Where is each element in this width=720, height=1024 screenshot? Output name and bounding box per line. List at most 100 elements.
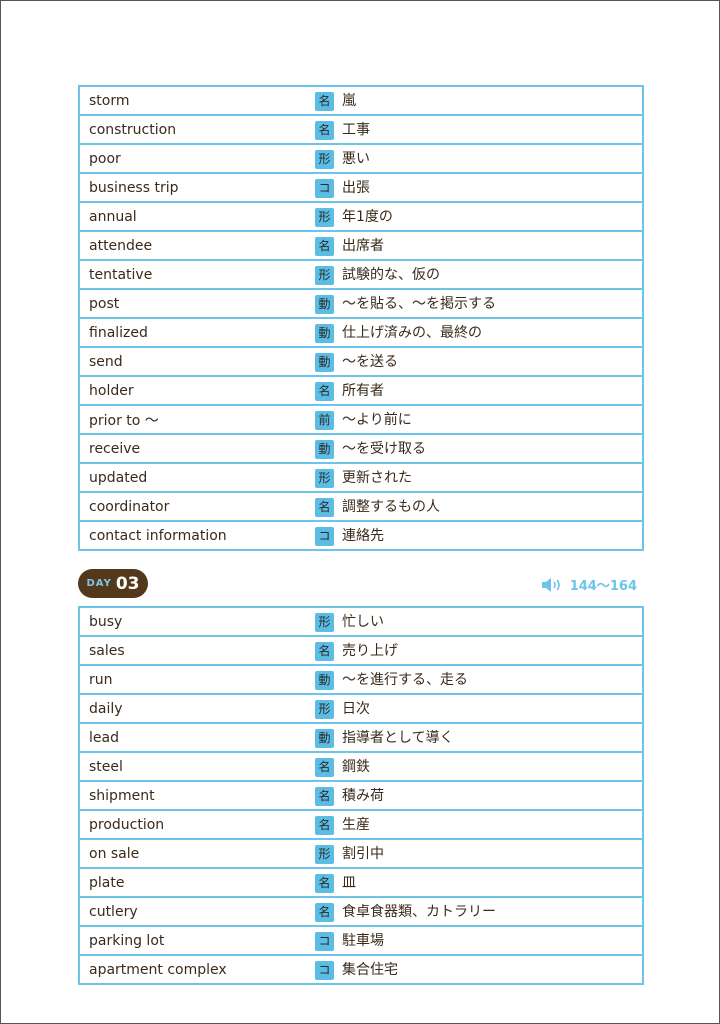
japanese-meaning: ～を送る (342, 354, 398, 371)
japanese-meaning: 皿 (342, 875, 356, 892)
japanese-meaning-cell: 動 ～を貼る、～を掲示する (305, 288, 643, 318)
japanese-meaning: 鋼鉄 (342, 759, 370, 776)
japanese-meaning-cell: 前 ～より前に (305, 404, 643, 434)
english-word: receive (79, 433, 305, 463)
speaker-icon (541, 577, 560, 592)
japanese-meaning: 更新された (342, 470, 412, 487)
japanese-meaning: 調整するもの人 (342, 499, 440, 516)
vocab-row: cutlery 名食卓食器類、カトラリー (79, 896, 643, 926)
vocab-row: run 動 ～を進行する、走る (79, 664, 643, 694)
japanese-meaning-cell: 名売り上げ (305, 635, 643, 665)
japanese-meaning-cell: 名積み荷 (305, 780, 643, 810)
japanese-meaning-cell: 動 ～を進行する、走る (305, 664, 643, 694)
japanese-meaning: 年1度の (342, 209, 393, 226)
japanese-meaning: 駐車場 (342, 933, 384, 950)
vocab-row: production 名生産 (79, 809, 643, 839)
japanese-meaning-cell: 名所有者 (305, 375, 643, 405)
english-word: steel (79, 751, 305, 781)
english-word: run (79, 664, 305, 694)
japanese-meaning-cell: 形更新された (305, 462, 643, 492)
japanese-meaning-cell: 名鋼鉄 (305, 751, 643, 781)
english-word: daily (79, 693, 305, 723)
japanese-meaning-cell: 名出席者 (305, 230, 643, 260)
english-word: construction (79, 114, 305, 144)
part-of-speech-badge: 名 (315, 641, 334, 661)
part-of-speech-badge: 動 (315, 323, 334, 343)
english-word: tentative (79, 259, 305, 289)
english-word: lead (79, 722, 305, 752)
part-of-speech-badge: 動 (315, 670, 334, 690)
vocab-row: shipment 名積み荷 (79, 780, 643, 810)
japanese-meaning: 集合住宅 (342, 962, 398, 979)
japanese-meaning-cell: 名食卓食器類、カトラリー (305, 896, 643, 926)
japanese-meaning-cell: 名生産 (305, 809, 643, 839)
english-word: plate (79, 867, 305, 897)
japanese-meaning-cell: 形日次 (305, 693, 643, 723)
english-word: contact information (79, 520, 305, 550)
day-label: DAY (86, 578, 112, 589)
vocab-row: business trip コ出張 (79, 172, 643, 202)
vocab-table-1: storm 名嵐 construction 名工事 poor 形悪い business… (78, 85, 644, 551)
english-word: send (79, 346, 305, 376)
japanese-meaning-cell: 形悪い (305, 143, 643, 173)
japanese-meaning: 仕上げ済みの、最終の (342, 325, 482, 342)
english-word: sales (79, 635, 305, 665)
vocab-row: tentative 形試験的な、仮の (79, 259, 643, 289)
part-of-speech-badge: コ (315, 178, 334, 198)
part-of-speech-badge: コ (315, 526, 334, 546)
japanese-meaning: 積み荷 (342, 788, 384, 805)
english-word: shipment (79, 780, 305, 810)
japanese-meaning: 嵐 (342, 93, 356, 110)
japanese-meaning: ～を進行する、走る (342, 672, 468, 689)
english-word: busy (89, 613, 123, 630)
japanese-meaning-cell: 名嵐 (305, 86, 643, 115)
english-word: attendee (79, 230, 305, 260)
japanese-meaning: 忙しい (342, 614, 384, 631)
vocab-row: annual 形年1度の (79, 201, 643, 231)
part-of-speech-badge: 形 (315, 265, 334, 285)
english-word: prior to ～ (79, 404, 305, 434)
vocab-row: construction 名工事 (79, 114, 643, 144)
japanese-meaning: ～より前に (342, 412, 412, 429)
vocab-row: plate 名皿 (79, 867, 643, 897)
japanese-meaning: ～を貼る、～を掲示する (342, 296, 496, 313)
part-of-speech-badge: 名 (315, 120, 334, 140)
part-of-speech-badge: コ (315, 960, 334, 980)
english-word: annual (79, 201, 305, 231)
part-of-speech-badge: 形 (315, 207, 334, 227)
part-of-speech-badge: 形 (315, 612, 334, 632)
japanese-meaning-cell: コ出張 (305, 172, 643, 202)
vocab-row: finalized 動仕上げ済みの、最終の (79, 317, 643, 347)
japanese-meaning: 出張 (342, 180, 370, 197)
japanese-meaning-cell: 名皿 (305, 867, 643, 897)
english-word: cutlery (79, 896, 305, 926)
vocab-row: receive 動 ～を受け取る (79, 433, 643, 463)
vocab-row: holder 名所有者 (79, 375, 643, 405)
day-number: 03 (115, 573, 140, 594)
japanese-meaning-cell: 動仕上げ済みの、最終の (305, 317, 643, 347)
part-of-speech-badge: 前 (315, 410, 334, 430)
part-of-speech-badge: 名 (315, 236, 334, 256)
vocab-row: on sale 形割引中 (79, 838, 643, 868)
japanese-meaning-cell: 名調整するもの人 (305, 491, 643, 521)
part-of-speech-badge: 形 (315, 844, 334, 864)
english-word: on sale (79, 838, 305, 868)
part-of-speech-badge: 動 (315, 294, 334, 314)
part-of-speech-badge: 形 (315, 468, 334, 488)
vocab-row: parking lot コ駐車場 (79, 925, 643, 955)
japanese-meaning: 試験的な、仮の (342, 267, 440, 284)
japanese-meaning-cell: 形割引中 (305, 838, 643, 868)
japanese-meaning-cell: 形忙しい (305, 607, 643, 636)
vocab-row: coordinator 名調整するもの人 (79, 491, 643, 521)
japanese-meaning: 指導者として導く (342, 730, 454, 747)
part-of-speech-badge: 名 (315, 91, 334, 111)
part-of-speech-badge: 名 (315, 873, 334, 893)
vocab-row: attendee 名出席者 (79, 230, 643, 260)
audio-track[interactable]: 144～164 (541, 575, 637, 594)
japanese-meaning-cell: コ連絡先 (305, 520, 643, 550)
english-word: parking lot (79, 925, 305, 955)
part-of-speech-badge: 名 (315, 786, 334, 806)
vocab-row: poor 形悪い (79, 143, 643, 173)
japanese-meaning: ～を受け取る (342, 441, 426, 458)
